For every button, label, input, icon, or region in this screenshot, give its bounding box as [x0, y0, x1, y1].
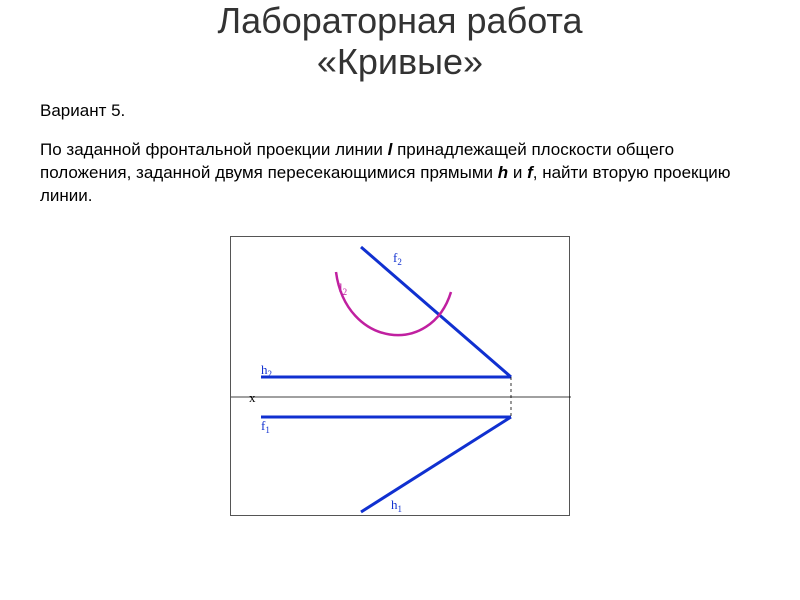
label-l2: l2: [339, 280, 347, 297]
label-f1-sub: 1: [265, 425, 270, 435]
line-f2: [361, 247, 511, 377]
title-line-2: «Кривые»: [317, 41, 483, 82]
label-f2: f2: [393, 250, 402, 267]
diagram-box: x h2 f1 f2 h1 l2: [230, 236, 570, 516]
task-var-h: h: [498, 163, 508, 182]
title-line-1: Лабораторная работа: [217, 0, 582, 41]
diagram-container: x h2 f1 f2 h1 l2: [0, 236, 800, 516]
label-x: x: [249, 390, 256, 405]
label-h2-sub: 2: [268, 369, 273, 379]
label-h1: h1: [391, 497, 402, 514]
page-title: Лабораторная работа «Кривые»: [0, 0, 800, 83]
label-f1: f1: [261, 418, 270, 435]
variant-label: Вариант 5.: [0, 83, 800, 121]
curve-l2: [336, 272, 451, 335]
line-h1: [361, 417, 511, 512]
label-f2-sub: 2: [397, 257, 402, 267]
task-p3: и: [508, 163, 527, 182]
label-h2: h2: [261, 362, 272, 379]
diagram-svg: x h2 f1 f2 h1 l2: [231, 237, 571, 517]
task-text: По заданной фронтальной проекции линии l…: [0, 121, 800, 208]
label-l2-sub: 2: [343, 287, 348, 297]
task-p1: По заданной фронтальной проекции линии: [40, 140, 388, 159]
label-h1-sub: 1: [398, 504, 403, 514]
